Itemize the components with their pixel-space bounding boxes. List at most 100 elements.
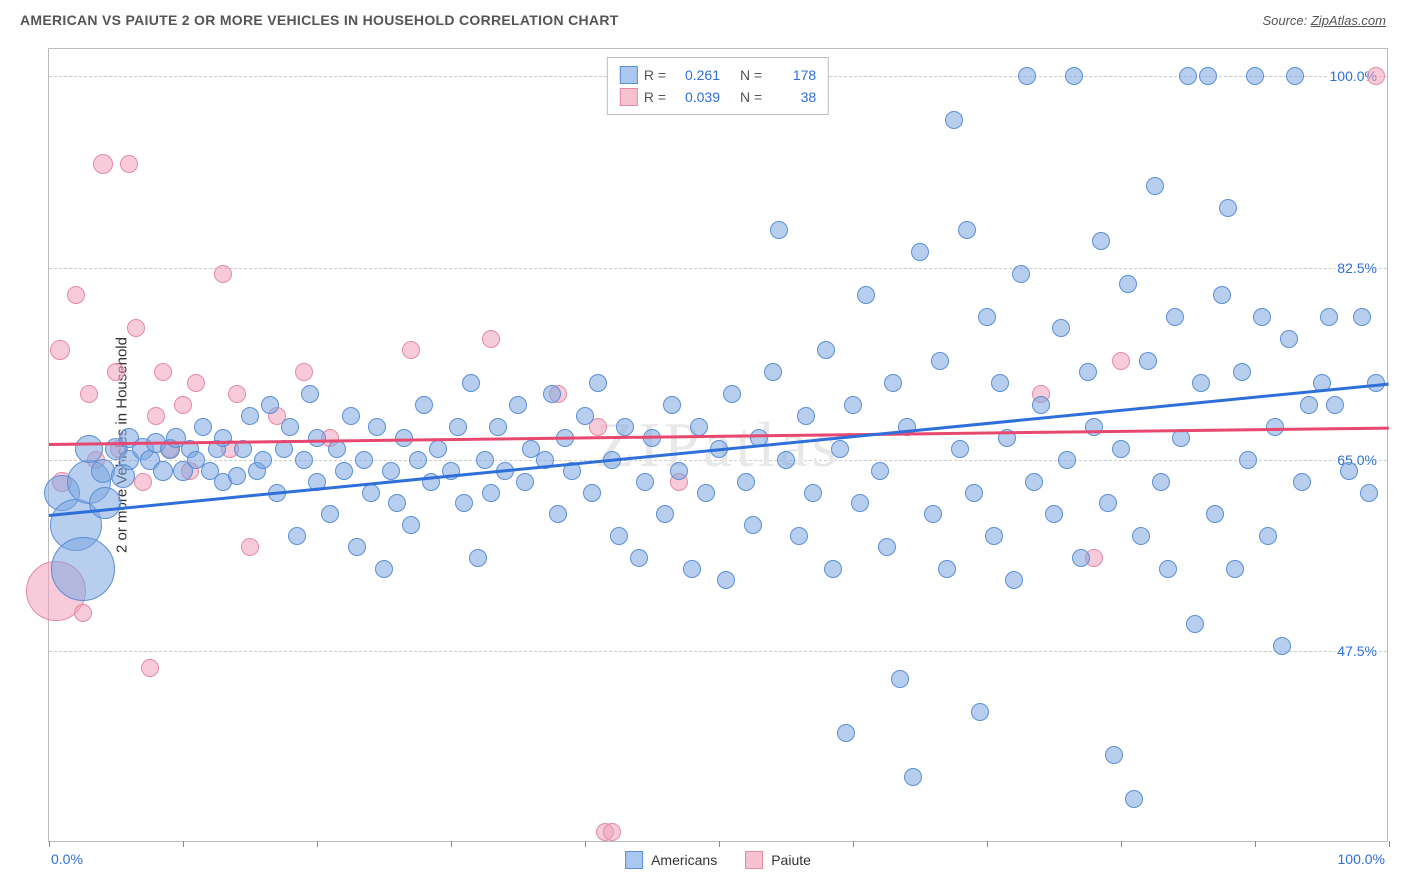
data-point-americans	[1012, 265, 1030, 283]
data-point-americans	[931, 352, 949, 370]
data-point-americans	[737, 473, 755, 491]
data-point-americans	[616, 418, 634, 436]
source-attribution: Source: ZipAtlas.com	[1262, 13, 1386, 28]
gridline	[49, 268, 1387, 269]
data-point-americans	[717, 571, 735, 589]
data-point-americans	[362, 484, 380, 502]
data-point-paiute	[120, 155, 138, 173]
data-point-americans	[462, 374, 480, 392]
data-point-americans	[355, 451, 373, 469]
swatch-paiute	[620, 88, 638, 106]
data-point-americans	[89, 487, 121, 519]
y-tick-label: 47.5%	[1335, 643, 1379, 659]
data-point-americans	[958, 221, 976, 239]
data-point-americans	[1179, 67, 1197, 85]
data-point-americans	[308, 429, 326, 447]
data-point-americans	[1226, 560, 1244, 578]
data-point-paiute	[187, 374, 205, 392]
data-point-americans	[1326, 396, 1344, 414]
data-point-paiute	[127, 319, 145, 337]
r-label: R =	[644, 67, 666, 83]
data-point-americans	[1105, 746, 1123, 764]
data-point-americans	[288, 527, 306, 545]
source-link[interactable]: ZipAtlas.com	[1311, 13, 1386, 28]
data-point-americans	[583, 484, 601, 502]
data-point-americans	[690, 418, 708, 436]
data-point-americans	[723, 385, 741, 403]
data-point-americans	[1005, 571, 1023, 589]
gridline	[49, 651, 1387, 652]
data-point-paiute	[228, 385, 246, 403]
n-value: 178	[768, 67, 816, 83]
data-point-americans	[301, 385, 319, 403]
x-axis-max-label: 100.0%	[1338, 851, 1385, 867]
data-point-americans	[630, 549, 648, 567]
data-point-americans	[1293, 473, 1311, 491]
data-point-americans	[1246, 67, 1264, 85]
data-point-americans	[469, 549, 487, 567]
data-point-americans	[697, 484, 715, 502]
data-point-americans	[1213, 286, 1231, 304]
legend-item-americans: Americans	[625, 851, 717, 869]
data-point-americans	[831, 440, 849, 458]
legend-row-paiute: R = 0.039 N = 38	[620, 86, 816, 108]
data-point-americans	[1132, 527, 1150, 545]
x-tick	[585, 841, 586, 847]
data-point-paiute	[241, 538, 259, 556]
data-point-paiute	[174, 396, 192, 414]
data-point-americans	[1052, 319, 1070, 337]
data-point-americans	[476, 451, 494, 469]
r-value: 0.261	[672, 67, 720, 83]
data-point-americans	[744, 516, 762, 534]
data-point-americans	[1152, 473, 1170, 491]
series-legend: Americans Paiute	[625, 851, 811, 869]
data-point-americans	[1233, 363, 1251, 381]
data-point-paiute	[482, 330, 500, 348]
data-point-americans	[455, 494, 473, 512]
data-point-americans	[891, 670, 909, 688]
data-point-americans	[1025, 473, 1043, 491]
data-point-paiute	[214, 265, 232, 283]
data-point-americans	[1266, 418, 1284, 436]
data-point-americans	[214, 429, 232, 447]
data-point-paiute	[1367, 67, 1385, 85]
data-point-americans	[904, 768, 922, 786]
data-point-americans	[1286, 67, 1304, 85]
x-tick	[1121, 841, 1122, 847]
data-point-americans	[194, 418, 212, 436]
x-tick	[317, 841, 318, 847]
data-point-americans	[971, 703, 989, 721]
r-value: 0.039	[672, 89, 720, 105]
data-point-americans	[844, 396, 862, 414]
data-point-americans	[945, 111, 963, 129]
data-point-americans	[281, 418, 299, 436]
y-tick-label: 82.5%	[1335, 260, 1379, 276]
data-point-americans	[388, 494, 406, 512]
data-point-americans	[770, 221, 788, 239]
r-label: R =	[644, 89, 666, 105]
data-point-americans	[1119, 275, 1137, 293]
data-point-paiute	[154, 363, 172, 381]
data-point-americans	[228, 467, 246, 485]
x-tick	[719, 841, 720, 847]
data-point-americans	[1320, 308, 1338, 326]
data-point-americans	[951, 440, 969, 458]
data-point-americans	[348, 538, 366, 556]
data-point-americans	[837, 724, 855, 742]
data-point-americans	[797, 407, 815, 425]
data-point-americans	[817, 341, 835, 359]
data-point-americans	[878, 538, 896, 556]
data-point-paiute	[295, 363, 313, 381]
data-point-americans	[871, 462, 889, 480]
data-point-americans	[1159, 560, 1177, 578]
data-point-americans	[1125, 790, 1143, 808]
data-point-americans	[409, 451, 427, 469]
data-point-americans	[1032, 396, 1050, 414]
data-point-americans	[1206, 505, 1224, 523]
data-point-americans	[884, 374, 902, 392]
data-point-americans	[1199, 67, 1217, 85]
data-point-americans	[978, 308, 996, 326]
scatter-chart: ZIPatlas R = 0.261 N = 178 R = 0.039 N =…	[48, 48, 1388, 842]
data-point-americans	[857, 286, 875, 304]
data-point-americans	[342, 407, 360, 425]
